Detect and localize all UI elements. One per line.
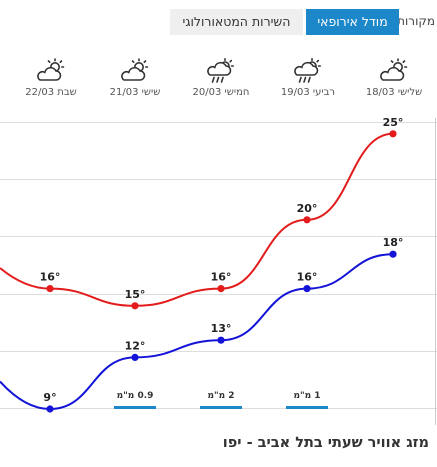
max-temp-label: 15°	[125, 288, 146, 301]
day-item[interactable]: חמישי 20/03	[186, 58, 256, 98]
day-label: חמישי 20/03	[192, 87, 250, 98]
precipitation-bar	[286, 406, 328, 409]
precipitation-label: 2 מ"מ	[207, 391, 234, 401]
precipitation-label: 0.9 מ"מ	[117, 391, 154, 401]
precipitation-label: 1 מ"מ	[293, 391, 320, 401]
day-forecast-row: שלישי 18/03 רביעי 19/03	[0, 58, 437, 114]
max-temp-point	[389, 130, 397, 138]
min-temp-point	[389, 250, 397, 258]
max-temp-label: 25°	[383, 116, 404, 129]
sources-label: מקורות:	[393, 14, 435, 28]
max-temp-label: 20°	[297, 202, 318, 215]
min-temp-label: 18°	[383, 236, 404, 249]
day-item[interactable]: שבת 22/03	[16, 58, 86, 98]
max-temp-point	[303, 216, 311, 224]
precipitation-bar	[114, 406, 156, 409]
temperature-chart: 25° 20° 16° 15° 16° 18° 16° 13° 12° 9° 1 מ"מ 2 מ"מ 0…	[0, 116, 437, 425]
min-temp-label: 16°	[297, 271, 318, 284]
european-model-button[interactable]: מודל אירופאי	[306, 9, 399, 35]
min-temp-point	[303, 285, 311, 293]
cloud-rain-sun-icon	[207, 58, 235, 83]
max-temp-point	[217, 285, 225, 293]
partly-cloudy-icon	[380, 58, 408, 81]
chart-gridlines	[0, 122, 437, 409]
max-temp-point	[131, 302, 139, 310]
meteorological-service-button[interactable]: השירות המטאורולוגי	[170, 9, 303, 35]
min-temp-point	[46, 405, 54, 413]
partly-cloudy-icon	[37, 58, 65, 81]
sources-bar: מקורות: מודל אירופאי השירות המטאורולוגי	[0, 9, 437, 35]
precipitation-bar	[200, 406, 242, 409]
min-temp-point	[131, 353, 139, 361]
partly-cloudy-icon	[121, 58, 149, 81]
day-item[interactable]: רביעי 19/03	[273, 58, 343, 98]
day-item[interactable]: שלישי 18/03	[359, 58, 429, 98]
max-temp-point	[46, 285, 54, 293]
min-temp-label: 13°	[211, 322, 232, 335]
min-temp-label: 9°	[43, 391, 56, 404]
min-temp-point	[217, 336, 225, 344]
max-temp-label: 16°	[40, 271, 61, 284]
day-label: שלישי 18/03	[365, 87, 423, 98]
day-item[interactable]: שישי 21/03	[100, 58, 170, 98]
cloud-rain-sun-icon	[294, 58, 322, 83]
day-label: שבת 22/03	[25, 87, 77, 98]
page-title: מזג אוויר שעתי בתל אביב - יפו	[222, 435, 429, 451]
day-label: רביעי 19/03	[280, 87, 336, 98]
min-temp-label: 12°	[125, 339, 146, 352]
day-label: שישי 21/03	[109, 87, 161, 98]
max-temp-label: 16°	[211, 271, 232, 284]
